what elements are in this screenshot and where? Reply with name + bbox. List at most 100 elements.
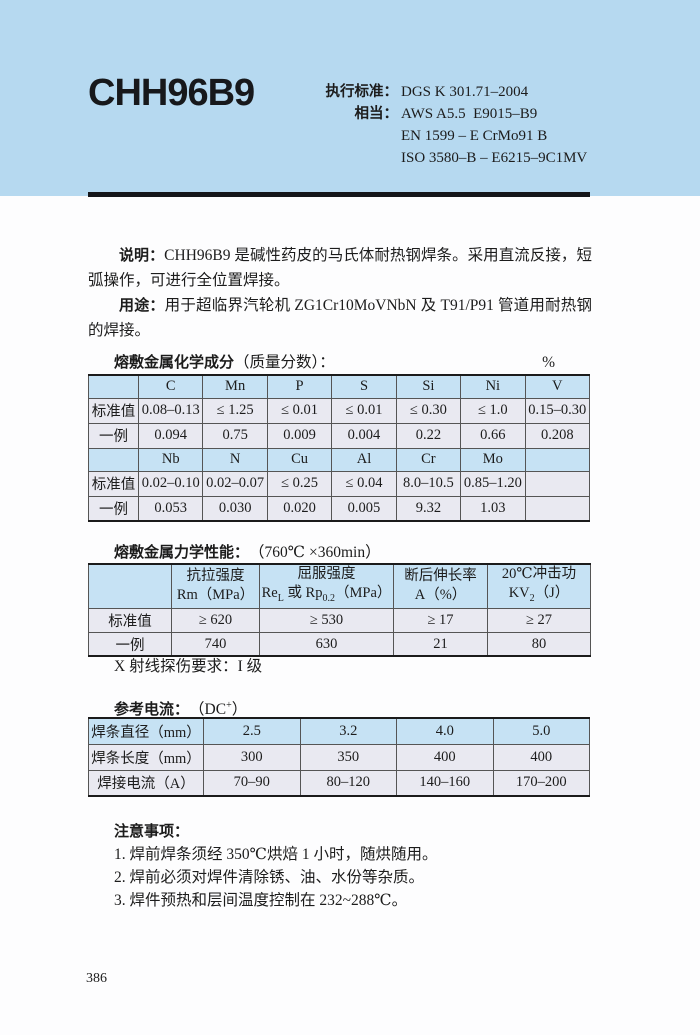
symbol-text: （J） [534,585,570,601]
table-header-cell [524,447,591,472]
table-cell: 0.053 [137,495,204,522]
mechanical-properties-table: 抗拉强度 Rm（MPa） 屈服强度 ReL 或 Rp0.2（MPa） 断后伸长率… [88,563,591,658]
table-cell: ≥ 17 [393,607,488,633]
standard-label [316,125,398,147]
table-cell: 标准值 [88,607,172,633]
table-cell: 0.030 [202,495,268,522]
notes-section: 注意事项： 1. 焊前焊条须经 350℃烘焙 1 小时，随烘随用。 2. 焊前必… [88,820,590,912]
table-cell: 8.0–10.5 [395,470,462,497]
table-cell: 0.85–1.20 [460,470,526,497]
note-item: 1. 焊前焊条须经 350℃烘焙 1 小时，随烘随用。 [114,846,438,863]
table-cell: 630 [259,631,394,657]
table-header-cell: 屈服强度 ReL 或 Rp0.2（MPa） [259,563,394,609]
table-cell: ≥ 27 [487,607,591,633]
table-cell: 350 [299,743,397,771]
product-title: CHH96B9 [88,72,255,114]
standard-label: 执行标准： [325,84,399,100]
table-cell: 一例 [88,495,139,522]
description-text: CHH96B9 是碱性药皮的马氏体耐热钢焊条。采用直流反接，短弧操作，可进行全位… [88,247,592,289]
header-line: 屈服强度 [297,566,356,582]
usage-paragraph: 用途：用于超临界汽轮机 ZG1Cr10MoVNbN 及 T91/P91 管道用耐… [88,293,592,343]
table-cell: 9.32 [395,495,462,522]
mechanical-section-title: 熔敷金属力学性能： （760℃ ×360min） [88,540,590,562]
table-header-row: C Mn P S Si Ni V [88,374,591,399]
table-cell [524,470,591,497]
table-cell: ≥ 530 [259,607,394,633]
table-header-cell [88,374,139,399]
table-header-cell: Mn [202,374,268,399]
table-row: 焊条长度（mm） 300 350 400 400 [88,743,590,771]
symbol-text: 或 Rp [283,585,323,601]
current-section-title: 参考电流： （DC+） [88,697,590,719]
table-header-cell: P [266,374,333,399]
table-cell: ≤ 0.04 [331,470,397,497]
table-header-row: 抗拉强度 Rm（MPa） 屈服强度 ReL 或 Rp0.2（MPa） 断后伸长率… [88,563,591,609]
chemical-composition-table: C Mn P S Si Ni V 标准值 0.08–0.13 ≤ 1.25 ≤ … [88,374,591,522]
table-header-cell: 5.0 [492,717,590,745]
notes-title: 注意事项： [114,823,190,840]
table-header-cell: Cu [266,447,333,472]
table-cell: 焊条长度（mm） [88,743,204,771]
table-header-cell: Cr [395,447,462,472]
table-cell: ≤ 0.01 [331,397,397,424]
header-line: A（%） [414,587,467,604]
description-paragraph: 说明：CHH96B9 是碱性药皮的马氏体耐热钢焊条。采用直流反接，短弧操作，可进… [88,243,592,293]
table-row: 焊接电流（A） 70–90 80–120 140–160 170–200 [88,769,590,797]
current-title-paren: （DC+） [189,697,247,719]
table-header-cell: V [524,374,591,399]
header-band [0,0,700,196]
table-cell: 21 [393,631,488,657]
table-header-cell [88,563,172,609]
standard-label [316,147,398,169]
divider-rule [88,192,590,197]
table-cell: 400 [396,743,494,771]
page-number: 386 [86,971,107,986]
table-header-cell: 抗拉强度 Rm（MPa） [171,563,260,609]
table-cell: 0.22 [395,422,462,449]
table-cell: 0.094 [137,422,204,449]
table-cell: ≤ 0.25 [266,470,333,497]
mechanical-title-main: 熔敷金属力学性能： [114,544,250,561]
chemistry-section-title: 熔敷金属化学成分 （质量分数）： % [88,350,590,372]
table-cell: ≤ 0.01 [266,397,333,424]
table-cell: 0.02–0.10 [137,470,204,497]
table-header-cell: C [137,374,204,399]
intro-paragraphs: 说明：CHH96B9 是碱性药皮的马氏体耐热钢焊条。采用直流反接，短弧操作，可进… [88,243,592,343]
table-header-cell [88,447,139,472]
standard-value: EN 1599 – E CrMo91 B [401,128,548,144]
table-cell: 0.005 [331,495,397,522]
table-header-cell: 20℃冲击功 KV2（J） [487,563,591,609]
table-header-cell: 4.0 [396,717,494,745]
table-header-cell: Al [331,447,397,472]
table-cell: 140–160 [396,769,494,797]
table-header-cell: 断后伸长率 A（%） [393,563,488,609]
table-cell: 400 [492,743,590,771]
table-cell: 80 [487,631,591,657]
note-item: 2. 焊前必须对焊件清除锈、油、水份等杂质。 [114,869,425,886]
table-cell: 焊接电流（A） [88,769,204,797]
table-row: 一例 740 630 21 80 [88,631,591,657]
table-row: 标准值 ≥ 620 ≥ 530 ≥ 17 ≥ 27 [88,607,591,633]
table-cell: 标准值 [88,397,139,424]
table-cell: ≤ 1.0 [460,397,526,424]
table-cell: 标准值 [88,470,139,497]
standard-label: 相当： [354,106,399,122]
table-header-row: 焊条直径（mm） 2.5 3.2 4.0 5.0 [88,717,590,745]
table-cell: 0.08–0.13 [137,397,204,424]
table-cell: 740 [171,631,260,657]
table-header-cell: Ni [460,374,526,399]
table-header-cell: 2.5 [203,717,301,745]
standard-row: 执行标准： DGS K 301.71–2004 [316,81,587,103]
symbol-subscript: 2 [529,592,535,604]
table-row: 标准值 0.02–0.10 0.02–0.07 ≤ 0.25 ≤ 0.04 8.… [88,470,591,497]
table-cell: 0.02–0.07 [202,470,268,497]
table-cell: 80–120 [299,769,397,797]
table-cell [524,495,591,522]
table-cell: 0.208 [524,422,591,449]
table-header-cell: Si [395,374,462,399]
mechanical-title-paren: （760℃ ×360min） [249,544,381,561]
table-cell: ≤ 0.30 [395,397,462,424]
table-header-cell: N [202,447,268,472]
standard-value: AWS A5.5 E9015–B9 [401,106,538,122]
usage-label: 用途： [119,297,165,314]
